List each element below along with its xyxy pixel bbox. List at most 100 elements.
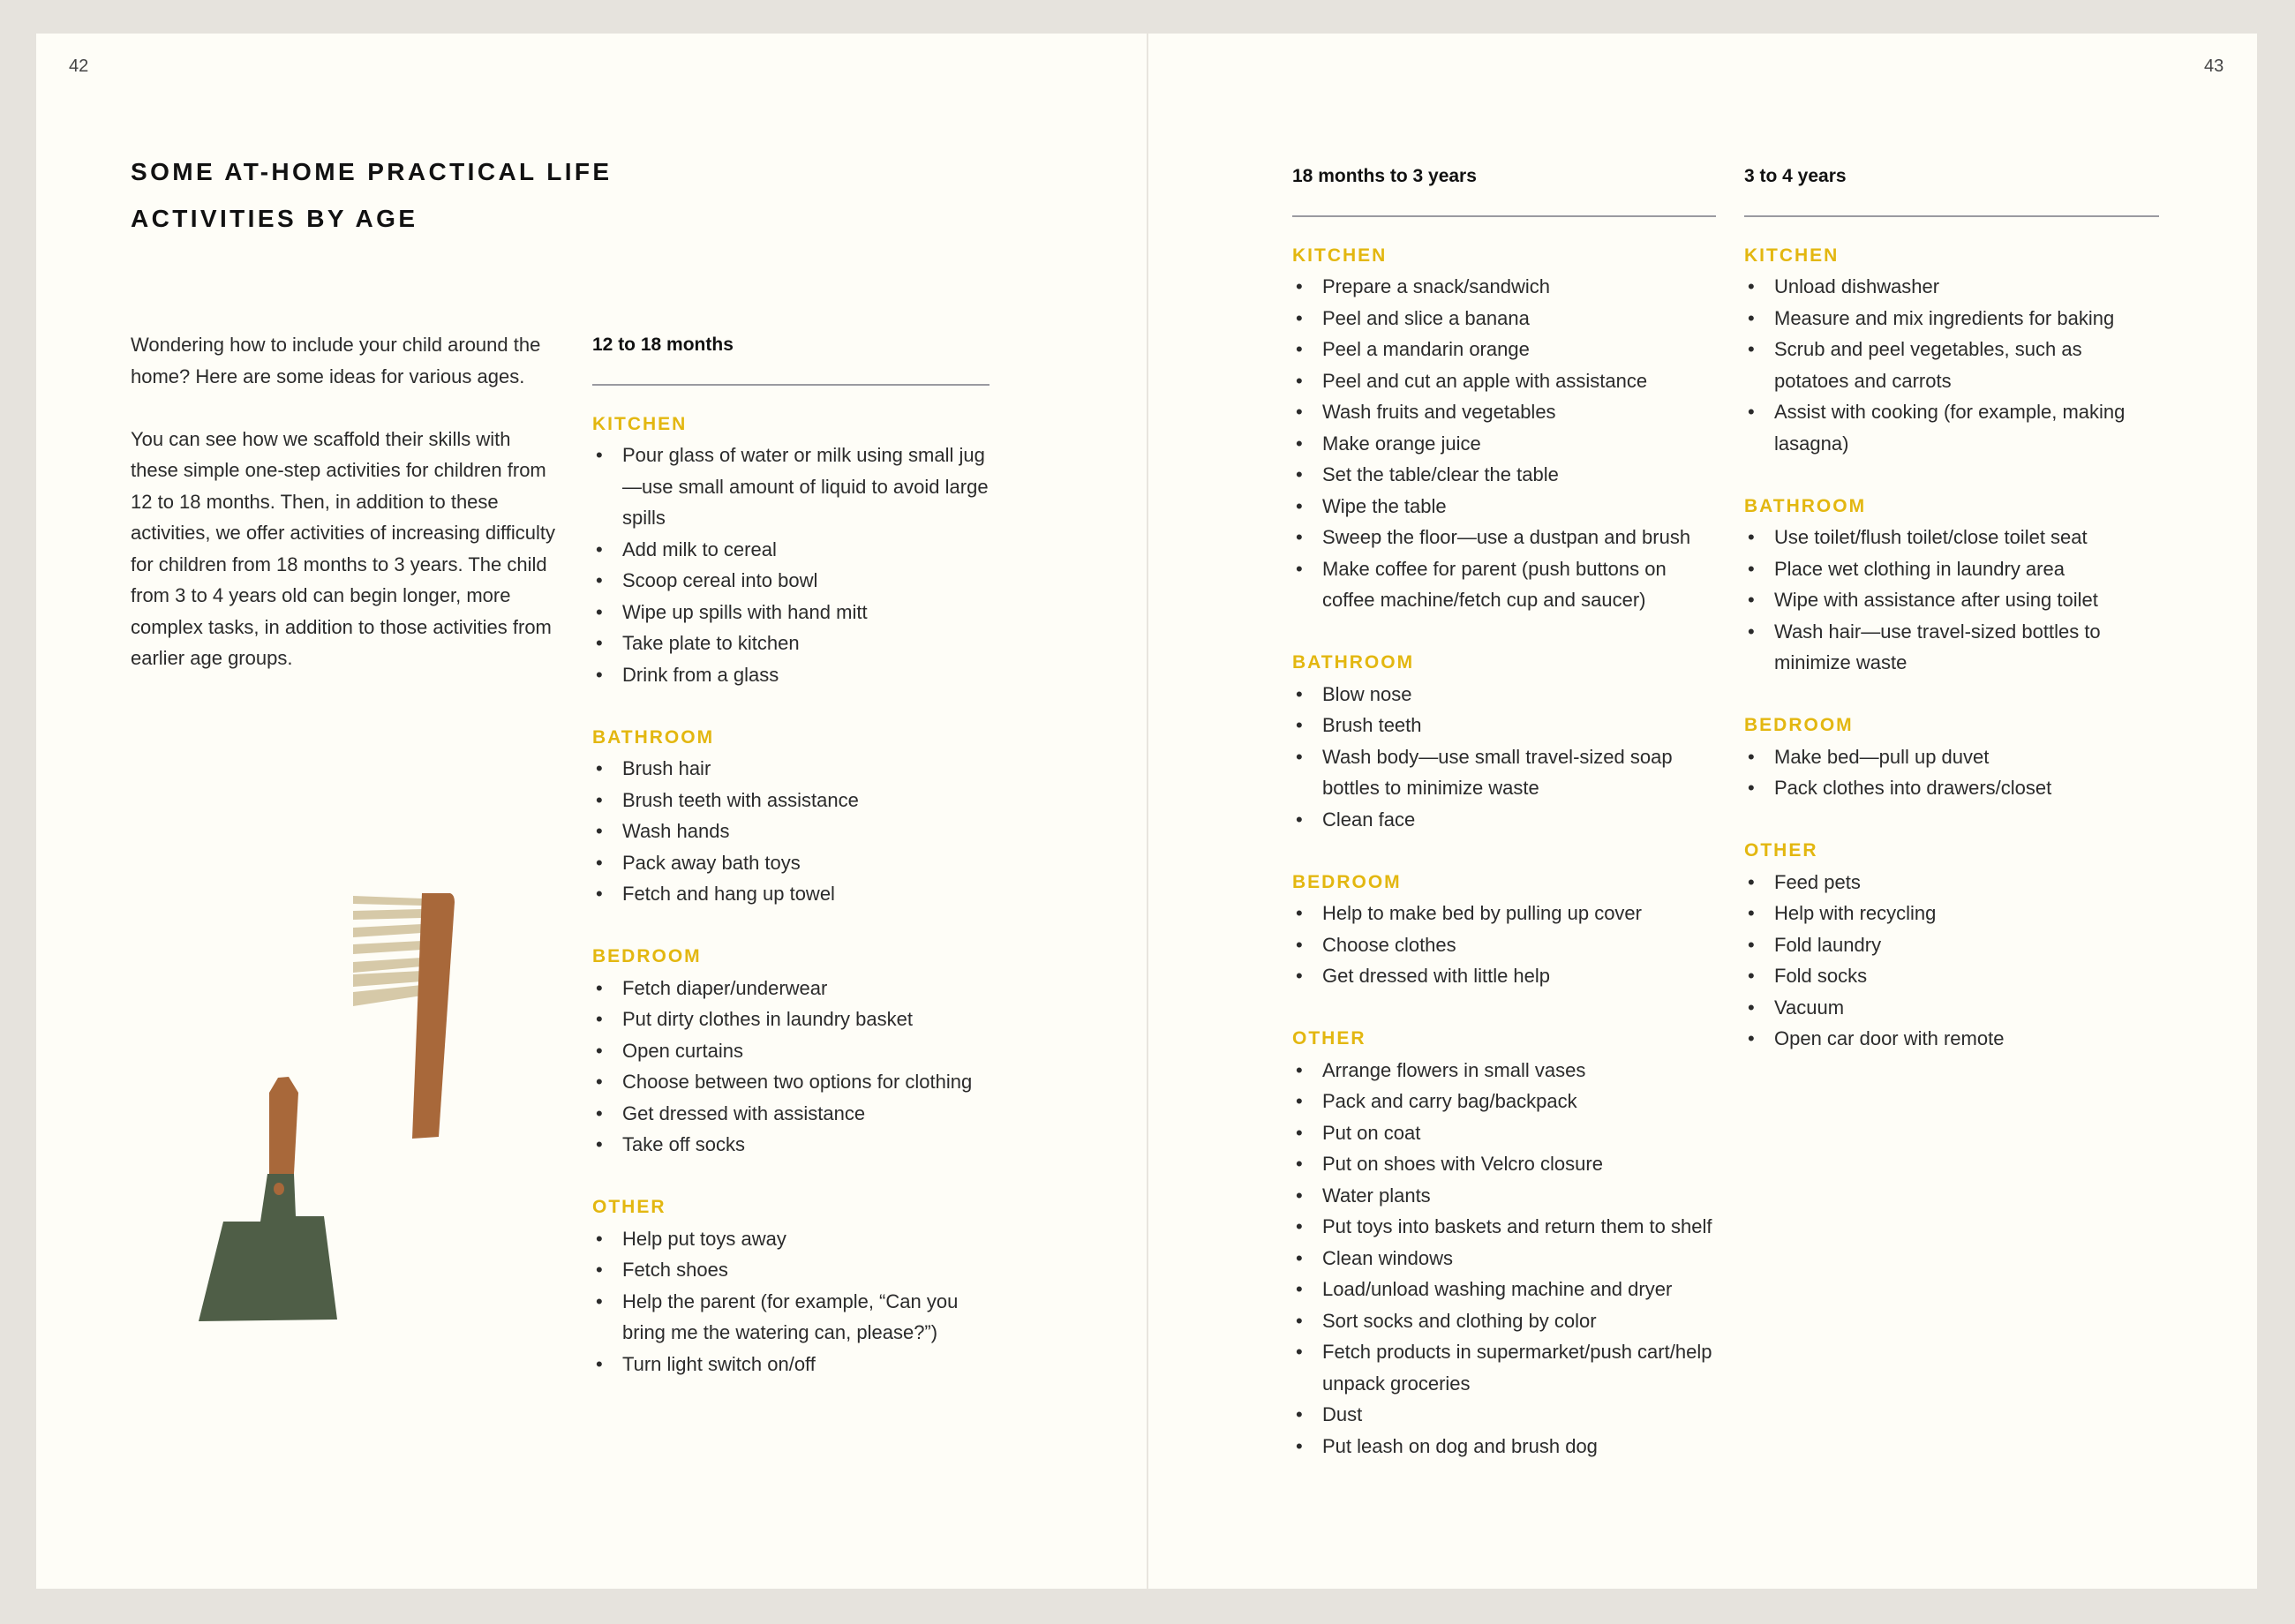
- activity-text: Clean face: [1322, 808, 1416, 831]
- section-other: OTHER • Arrange flowers in small vases • Pac…: [1292, 1023, 1716, 1462]
- column-3-to-4-years: 3 to 4 years KITCHEN • Unload dishwasher • M…: [1744, 161, 2159, 1086]
- bullet-icon: •: [596, 820, 603, 842]
- list-item: • Wash body—use small travel-sized soap b…: [1292, 741, 1716, 804]
- list-item: • Help with recycling: [1744, 898, 2159, 929]
- list-item: • Choose clothes: [1292, 929, 1716, 961]
- activity-list: • Feed pets • Help with recycling • Fold laun…: [1744, 867, 2159, 1055]
- activity-text: Arrange flowers in small vases: [1322, 1058, 1586, 1081]
- list-item: • Prepare a snack/sandwich: [1292, 271, 1716, 303]
- activity-text: Pack away bath toys: [622, 851, 801, 874]
- list-item: • Pour glass of water or milk using small…: [592, 440, 989, 534]
- list-item: • Take off socks: [592, 1129, 989, 1161]
- activity-text: Help put toys away: [622, 1227, 786, 1250]
- bullet-icon: •: [596, 757, 603, 779]
- activity-text: Choose between two options for clothing: [622, 1071, 973, 1093]
- activity-text: Add milk to cereal: [622, 538, 777, 560]
- bullet-icon: •: [596, 851, 603, 874]
- list-item: • Put dirty clothes in laundry basket: [592, 1004, 989, 1035]
- list-item: • Sweep the floor—use a dustpan and brush: [1292, 522, 1716, 553]
- list-item: • Clean windows: [1292, 1243, 1716, 1274]
- bullet-icon: •: [1748, 870, 1755, 893]
- bullet-icon: •: [1748, 557, 1755, 580]
- activity-text: Pour glass of water or milk using small …: [622, 444, 989, 529]
- activity-text: Help the parent (for example, “Can you b…: [622, 1289, 959, 1344]
- list-item: • Vacuum: [1744, 992, 2159, 1024]
- bullet-icon: •: [1296, 1309, 1303, 1332]
- bullet-icon: •: [596, 883, 603, 905]
- list-item: • Put toys into baskets and return them t…: [1292, 1211, 1716, 1243]
- bullet-icon: •: [1748, 401, 1755, 423]
- list-item: • Clean face: [1292, 804, 1716, 836]
- activity-text: Wipe the table: [1322, 494, 1447, 517]
- list-item: • Assist with cooking (for example, makin…: [1744, 396, 2159, 459]
- activity-text: Wash hands: [622, 820, 730, 842]
- divider: [1292, 214, 1716, 217]
- list-item: • Put on shoes with Velcro closure: [1292, 1148, 1716, 1180]
- section-bedroom: BEDROOM • Make bed—pull up duvet • Pack clot…: [1744, 710, 2159, 804]
- activity-text: Wipe with assistance after using toilet: [1774, 589, 2098, 611]
- bullet-icon: •: [596, 632, 603, 654]
- bullet-icon: •: [1296, 1184, 1303, 1207]
- list-item: • Add milk to cereal: [592, 534, 989, 566]
- section-kitchen: KITCHEN • Unload dishwasher • Measure and mi…: [1744, 240, 2159, 460]
- list-item: • Wash fruits and vegetables: [1292, 396, 1716, 428]
- list-item: • Put on coat: [1292, 1117, 1716, 1149]
- section-other: OTHER • Feed pets • Help with recycling • Fold…: [1744, 835, 2159, 1055]
- bullet-icon: •: [1748, 589, 1755, 611]
- section-bathroom: BATHROOM • Brush hair • Brush teeth with ass…: [592, 722, 989, 910]
- activity-text: Open car door with remote: [1774, 1027, 2005, 1049]
- activity-text: Peel a mandarin orange: [1322, 338, 1530, 360]
- activity-text: Fold socks: [1774, 965, 1868, 987]
- activity-text: Put leash on dog and brush dog: [1322, 1434, 1598, 1457]
- bullet-icon: •: [1296, 1246, 1303, 1269]
- list-item: • Drink from a glass: [592, 659, 989, 691]
- bullet-icon: •: [1748, 306, 1755, 329]
- book-spine: [1147, 34, 1148, 1589]
- list-item: • Pack clothes into drawers/closet: [1744, 772, 2159, 804]
- activity-text: Brush teeth with assistance: [622, 788, 859, 811]
- list-item: • Wipe with assistance after using toilet: [1744, 584, 2159, 616]
- activity-text: Help to make bed by pulling up cover: [1322, 902, 1642, 924]
- bullet-icon: •: [596, 1071, 603, 1093]
- section-heading: BEDROOM: [1744, 715, 1854, 735]
- bullet-icon: •: [1748, 620, 1755, 643]
- column-12-to-18-months: 12 to 18 months KITCHEN • Pour glass of wa…: [592, 329, 989, 1411]
- list-item: • Fetch products in supermarket/push cart…: [1292, 1336, 1716, 1399]
- list-item: • Scoop cereal into bowl: [592, 565, 989, 597]
- bullet-icon: •: [1296, 902, 1303, 924]
- section-heading: OTHER: [1292, 1028, 1366, 1049]
- section-bathroom: BATHROOM • Use toilet/flush toilet/close t…: [1744, 491, 2159, 679]
- activity-text: Place wet clothing in laundry area: [1774, 557, 2065, 580]
- page-title: SOME AT-HOME PRACTICAL LIFE ACTIVITIES B…: [131, 148, 613, 242]
- bullet-icon: •: [1748, 996, 1755, 1019]
- left-page: [36, 34, 1148, 1589]
- bullet-icon: •: [596, 788, 603, 811]
- list-item: • Use toilet/flush toilet/close toilet se…: [1744, 522, 2159, 553]
- list-item: • Wash hands: [592, 816, 989, 847]
- list-item: • Dust: [1292, 1399, 1716, 1431]
- section-heading: BEDROOM: [1292, 871, 1402, 892]
- activity-text: Vacuum: [1774, 996, 1845, 1019]
- column-18-months-to-3-years: 18 months to 3 years KITCHEN • Prepare a s…: [1292, 161, 1716, 1493]
- list-item: • Scrub and peel vegetables, such as pota…: [1744, 334, 2159, 396]
- bullet-icon: •: [1748, 338, 1755, 360]
- activity-list: • Brush hair • Brush teeth with assistance •…: [592, 753, 989, 910]
- bullet-icon: •: [596, 569, 603, 591]
- section-heading: BATHROOM: [1292, 652, 1415, 673]
- bullet-icon: •: [596, 444, 603, 466]
- title-line-1: SOME AT-HOME PRACTICAL LIFE: [131, 158, 613, 185]
- activity-text: Make bed—pull up duvet: [1774, 745, 1990, 768]
- brush-icon: [353, 893, 455, 1139]
- bullet-icon: •: [1296, 463, 1303, 485]
- section-heading: BATHROOM: [1744, 495, 1867, 516]
- list-item: • Open curtains: [592, 1035, 989, 1067]
- activity-text: Fetch diaper/underwear: [622, 976, 828, 999]
- activity-text: Scoop cereal into bowl: [622, 569, 818, 591]
- activity-text: Sweep the floor—use a dustpan and brush: [1322, 526, 1691, 548]
- activity-text: Assist with cooking (for example, making…: [1774, 401, 2126, 455]
- activity-text: Make orange juice: [1322, 432, 1481, 455]
- activity-text: Wipe up spills with hand mitt: [622, 600, 868, 623]
- list-item: • Pack and carry bag/backpack: [1292, 1086, 1716, 1117]
- intro-paragraph: Wondering how to include your child arou…: [131, 334, 541, 387]
- activity-text: Choose clothes: [1322, 933, 1456, 956]
